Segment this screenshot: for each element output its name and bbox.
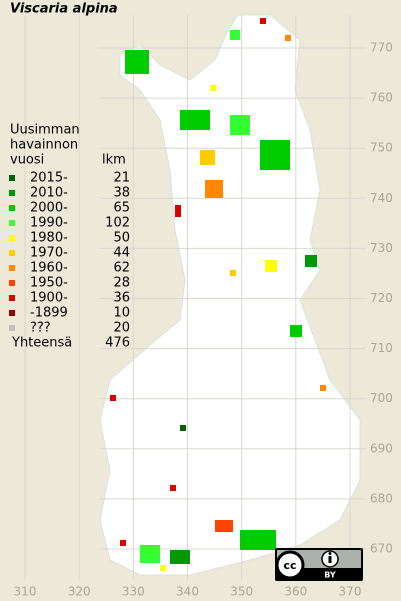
legend-count: 20	[113, 321, 130, 336]
obs-square	[160, 565, 166, 571]
obs-square	[260, 140, 290, 170]
legend-swatch	[9, 280, 15, 286]
x-axis-label: 360	[284, 585, 307, 599]
legend-swatch	[9, 190, 15, 196]
obs-square	[175, 205, 181, 217]
obs-square	[265, 260, 277, 272]
legend-label: 1950-	[30, 276, 68, 291]
legend-label: ???	[30, 321, 51, 336]
y-axis-label: 760	[370, 91, 393, 105]
x-axis-label: 370	[339, 585, 362, 599]
legend-swatch	[9, 235, 15, 241]
y-axis-label: 680	[370, 491, 393, 505]
obs-square	[285, 35, 291, 41]
legend-count: 21	[113, 171, 130, 186]
legend: Uusimman havainnon vuosi lkm Yhteensä 47…	[9, 123, 130, 351]
obs-square	[240, 530, 276, 550]
obs-square	[215, 520, 233, 532]
legend-label: 1900-	[30, 291, 68, 306]
obs-square	[180, 425, 186, 431]
legend-label: 2015-	[30, 171, 68, 186]
obs-square	[140, 545, 160, 563]
grid	[24, 15, 365, 580]
finland-outline	[99, 14, 361, 576]
legend-count: 65	[113, 201, 130, 216]
legend-label: 1970-	[30, 246, 68, 261]
legend-label: 1980-	[30, 231, 68, 246]
license-badge: cc BY	[275, 548, 363, 581]
y-axis-label: 770	[370, 41, 393, 55]
legend-label: -1899	[30, 306, 68, 321]
obs-square	[110, 395, 116, 401]
obs-square	[305, 255, 317, 267]
obs-square	[320, 385, 326, 391]
legend-swatch	[9, 265, 15, 271]
legend-heading: vuosi	[10, 153, 44, 168]
obs-square	[125, 50, 149, 74]
license-label: BY	[324, 571, 336, 580]
x-axis-label: 330	[122, 585, 145, 599]
legend-heading: Uusimman	[10, 123, 80, 138]
obs-square	[230, 115, 250, 135]
x-axis-label: 340	[176, 585, 199, 599]
obs-square	[180, 110, 210, 130]
observation-squares	[110, 18, 326, 571]
x-axis-label: 320	[68, 585, 91, 599]
obs-square	[120, 540, 126, 546]
obs-square	[230, 270, 236, 276]
legend-count: 102	[105, 216, 130, 231]
y-axis-label: 710	[370, 341, 393, 355]
y-axis-label: 690	[370, 441, 393, 455]
x-axis-label: 350	[230, 585, 253, 599]
obs-square	[205, 180, 223, 198]
obs-square	[260, 18, 266, 24]
legend-swatch	[9, 220, 15, 226]
obs-square	[290, 325, 302, 337]
y-axis-label: 740	[370, 191, 393, 205]
obs-square	[200, 150, 215, 165]
legend-swatch	[9, 310, 15, 316]
legend-swatch	[9, 295, 15, 301]
legend-count: 36	[113, 291, 130, 306]
legend-label: 1990-	[30, 216, 68, 231]
obs-square	[170, 485, 176, 491]
obs-square	[230, 30, 240, 40]
legend-count: 62	[113, 261, 130, 276]
legend-count: 50	[113, 231, 130, 246]
legend-count: 28	[113, 276, 130, 291]
y-axis-label: 700	[370, 391, 393, 405]
legend-total-count: 476	[105, 336, 130, 351]
legend-label: 2000-	[30, 201, 68, 216]
by-icon-head	[328, 552, 332, 555]
obs-square	[210, 85, 216, 91]
y-axis-label: 720	[370, 291, 393, 305]
by-icon-body	[328, 556, 332, 563]
y-axis-label: 670	[370, 542, 393, 556]
y-axis-label: 730	[370, 241, 393, 255]
legend-label: 2010-	[30, 186, 68, 201]
cc-icon-text: cc	[283, 559, 296, 572]
legend-count-heading: lkm	[102, 153, 126, 168]
legend-total-label: Yhteensä	[11, 336, 72, 351]
legend-swatch	[9, 175, 15, 181]
title: Viscaria alpina	[10, 2, 118, 17]
legend-swatch	[9, 205, 15, 211]
legend-label: 1960-	[30, 261, 68, 276]
y-axis-label: 750	[370, 141, 393, 155]
legend-heading: havainnon	[10, 138, 78, 153]
x-axis-label: 310	[14, 585, 37, 599]
legend-count: 38	[113, 186, 130, 201]
legend-swatch	[9, 250, 15, 256]
cc-icon	[275, 550, 305, 580]
legend-count: 10	[113, 306, 130, 321]
legend-count: 44	[113, 246, 130, 261]
obs-square	[170, 550, 190, 564]
legend-swatch	[9, 325, 15, 331]
